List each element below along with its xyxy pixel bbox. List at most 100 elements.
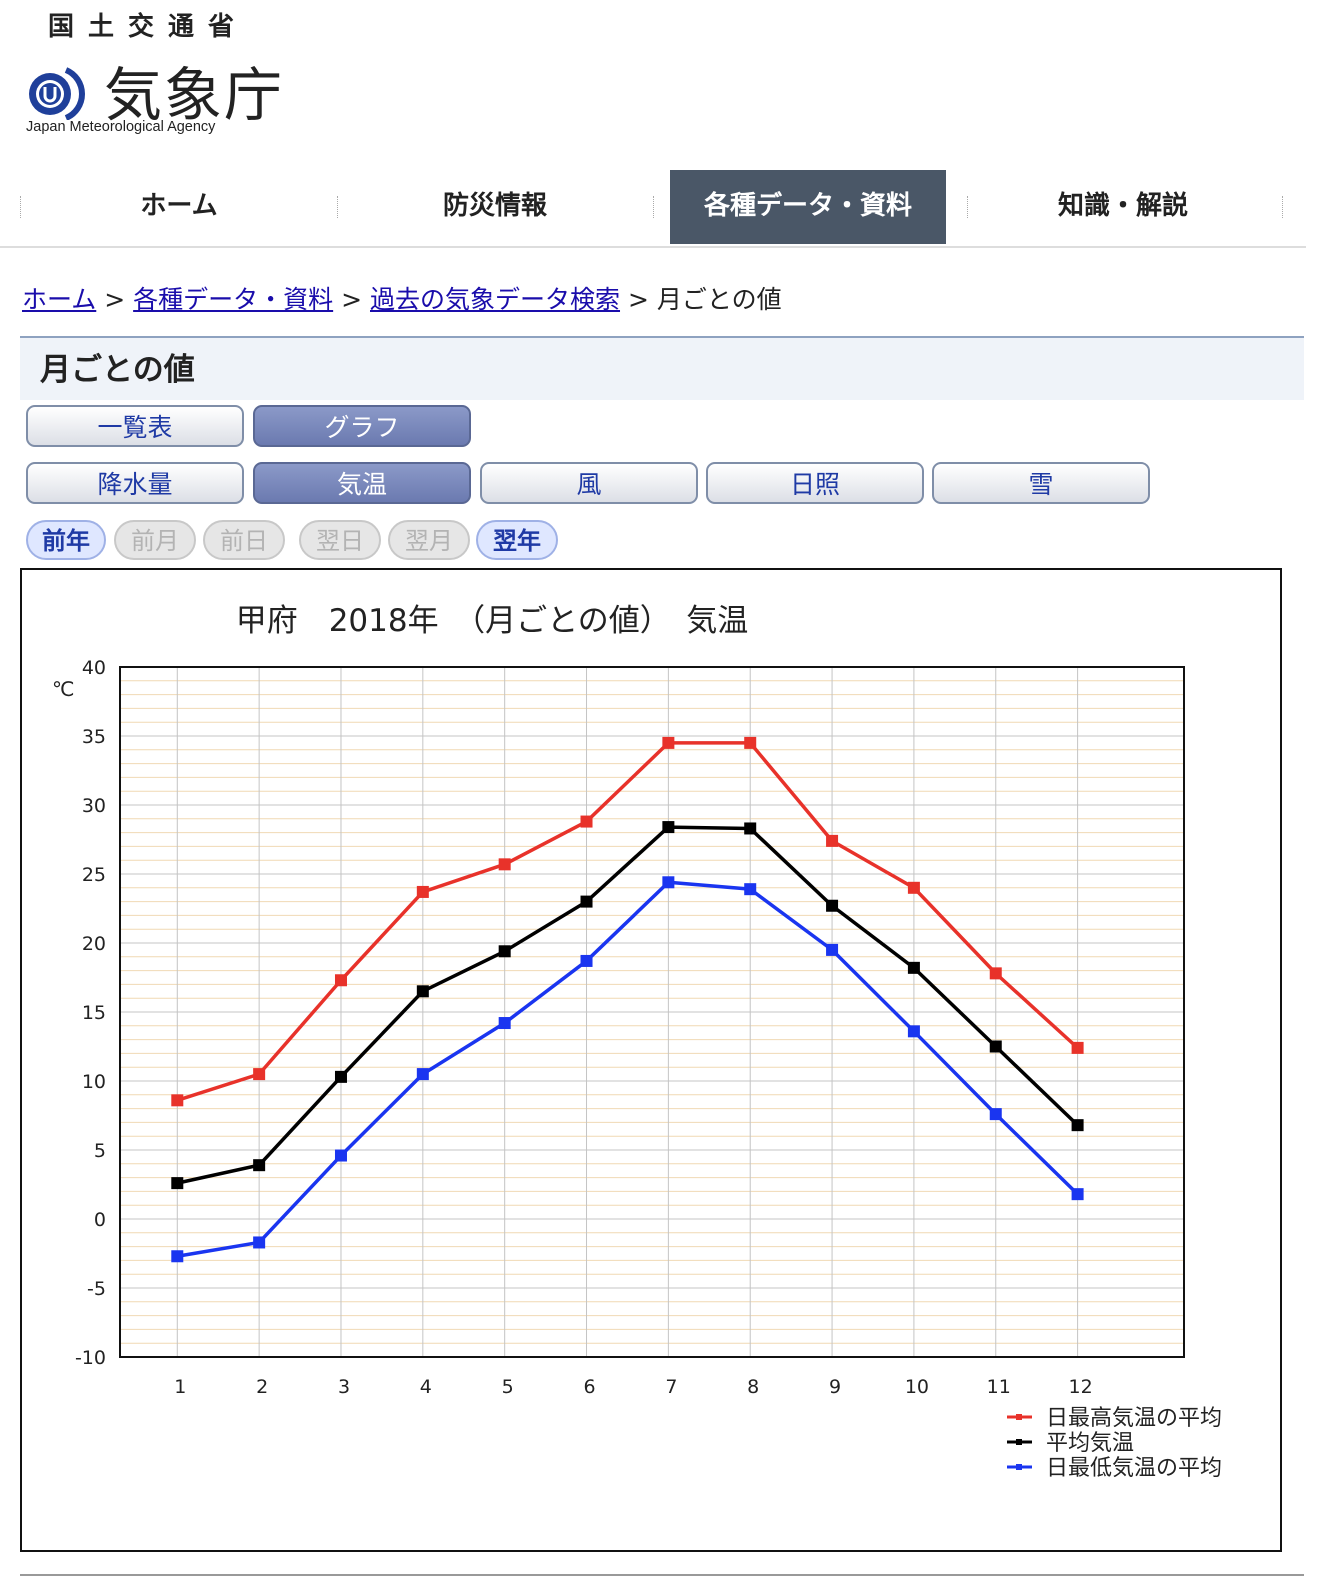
data-point	[826, 834, 839, 847]
temperature-button[interactable]: 気温	[253, 462, 471, 504]
chart-title: 甲府 2018年 （月ごとの値） 気温	[235, 603, 749, 639]
nav-separator	[337, 196, 338, 218]
data-point	[1071, 1188, 1084, 1201]
data-point	[989, 967, 1002, 980]
x-tick-label: 4	[420, 1376, 432, 1398]
data-point	[416, 885, 429, 898]
data-point	[334, 1149, 347, 1162]
x-tick-label: 3	[338, 1376, 350, 1398]
data-point	[171, 1094, 184, 1107]
series-line	[176, 741, 1079, 1102]
data-point	[907, 1025, 920, 1038]
data-point	[253, 1236, 266, 1249]
data-point	[662, 736, 675, 749]
breadcrumb: ホーム > 各種データ・資料 > 過去の気象データ検索 > 月ごとの値	[22, 280, 782, 316]
temperature-chart: 甲府 2018年 （月ごとの値） 気温 ℃ -10 -5 0 5 10 15 20 25 30 3…	[20, 568, 1282, 1552]
y-tick-label: 5	[94, 1140, 106, 1162]
graph-view-button[interactable]: グラフ	[253, 405, 471, 447]
data-point	[498, 1017, 511, 1030]
breadcrumb-link-data[interactable]: 各種データ・資料	[133, 285, 334, 314]
x-tick-label: 7	[665, 1376, 677, 1398]
data-point	[416, 1068, 429, 1081]
wind-button[interactable]: 風	[480, 462, 698, 504]
data-point	[907, 961, 920, 974]
previous-year-button[interactable]: 前年	[26, 520, 106, 560]
series-line	[176, 825, 1079, 1185]
nav-item-knowledge[interactable]: 知識・解説	[1057, 191, 1188, 221]
data-point	[662, 876, 675, 889]
data-point	[907, 881, 920, 894]
breadcrumb-link-search[interactable]: 過去の気象データ検索	[370, 285, 621, 314]
x-tick-label: 1	[174, 1376, 186, 1398]
y-tick-label: 15	[82, 1002, 106, 1024]
ministry-name: 国土交通省	[48, 12, 249, 42]
data-point	[744, 736, 757, 749]
agency-name: 気象庁	[104, 61, 285, 129]
page-title: 月ごとの値	[40, 352, 195, 388]
x-tick-label: 5	[502, 1376, 514, 1398]
nav-item-disaster-info[interactable]: 防災情報	[442, 191, 547, 221]
data-point	[580, 895, 593, 908]
table-view-button[interactable]: 一覧表	[26, 405, 244, 447]
data-point	[1071, 1119, 1084, 1132]
x-tick-label: 8	[747, 1376, 759, 1398]
y-axis-unit-label: ℃	[52, 677, 74, 701]
page-title-bar: 月ごとの値	[20, 336, 1304, 400]
nav-item-home[interactable]: ホーム	[140, 191, 218, 221]
next-month-button: 翌月	[388, 520, 470, 560]
legend-swatch-marker	[1016, 1464, 1022, 1470]
y-tick-label: 0	[94, 1209, 106, 1231]
y-tick-label: 40	[82, 657, 106, 679]
data-point	[1071, 1041, 1084, 1054]
legend-label: 日最高気温の平均	[1046, 1406, 1222, 1431]
nav-separator	[1282, 196, 1283, 218]
agency-english-name: Japan Meteorological Agency	[26, 119, 216, 135]
data-point	[498, 858, 511, 871]
breadcrumb-separator: >	[627, 285, 649, 314]
previous-day-button: 前日	[203, 520, 285, 560]
legend-label: 日最低気温の平均	[1046, 1456, 1222, 1481]
main-nav: ホーム 防災情報 各種データ・資料 知識・解説	[0, 170, 1306, 248]
nav-separator	[20, 196, 21, 218]
data-point	[580, 815, 593, 828]
data-point	[253, 1159, 266, 1172]
x-tick-label: 6	[583, 1376, 595, 1398]
precipitation-button[interactable]: 降水量	[26, 462, 244, 504]
legend-swatch-marker	[1016, 1414, 1022, 1420]
bottom-rule	[20, 1574, 1304, 1576]
data-point	[989, 1040, 1002, 1053]
snow-button[interactable]: 雪	[932, 462, 1150, 504]
data-point	[498, 945, 511, 958]
breadcrumb-link-home[interactable]: ホーム	[22, 285, 97, 314]
plot-frame	[119, 666, 1185, 1358]
x-tick-label: 11	[987, 1376, 1011, 1398]
x-tick-label: 9	[829, 1376, 841, 1398]
data-point	[416, 985, 429, 998]
y-tick-label: 20	[82, 933, 106, 955]
y-tick-label: -5	[87, 1278, 106, 1300]
next-year-button[interactable]: 翌年	[476, 520, 558, 560]
nav-separator	[653, 196, 654, 218]
x-tick-label: 10	[905, 1376, 929, 1398]
data-point	[989, 1108, 1002, 1121]
x-tick-label: 2	[256, 1376, 268, 1398]
data-point	[662, 821, 675, 834]
sunshine-button[interactable]: 日照	[706, 462, 924, 504]
data-point	[744, 883, 757, 896]
previous-month-button: 前月	[114, 520, 196, 560]
data-point	[826, 943, 839, 956]
data-point	[744, 822, 757, 835]
breadcrumb-separator: >	[104, 285, 126, 314]
y-tick-label: 30	[82, 795, 106, 817]
nav-separator	[967, 196, 968, 218]
y-tick-label: 10	[82, 1071, 106, 1093]
breadcrumb-separator: >	[341, 285, 363, 314]
data-point	[334, 1070, 347, 1083]
data-point	[171, 1250, 184, 1263]
y-tick-label: 25	[82, 864, 106, 886]
nav-item-data[interactable]: 各種データ・資料	[670, 170, 946, 244]
x-tick-label: 12	[1069, 1376, 1093, 1398]
data-point	[826, 899, 839, 912]
data-point	[334, 974, 347, 987]
